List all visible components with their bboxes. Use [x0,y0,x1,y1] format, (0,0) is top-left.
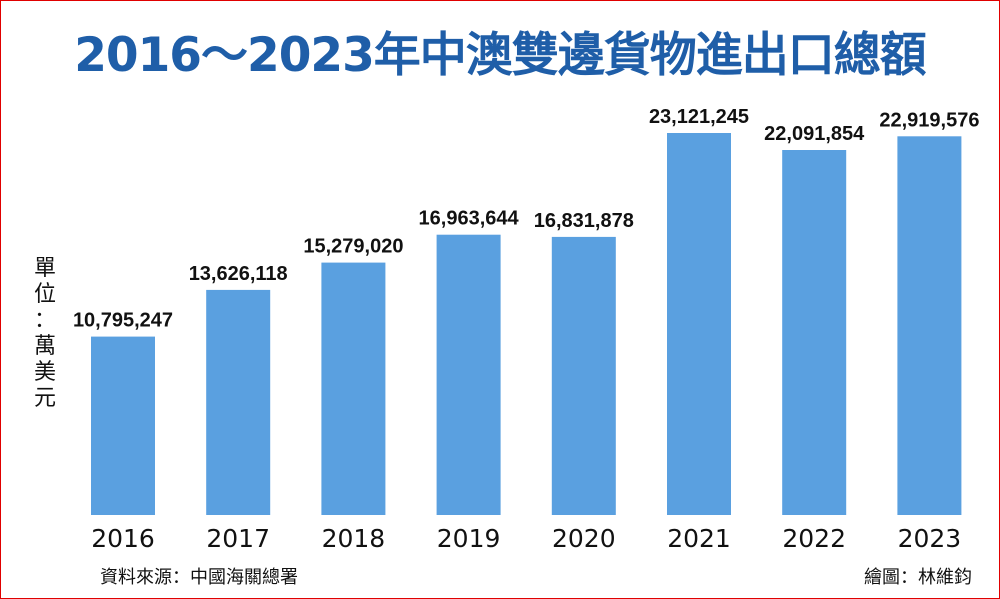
data-label-2019: 16,963,644 [419,208,520,230]
bar-2018 [321,262,386,515]
data-label-2016: 10,795,247 [73,310,173,332]
bar-2023 [897,136,962,516]
x-tick-label-2017: 2017 [206,524,270,553]
chart-title: 2016～2023年中澳雙邊貨物進出口總額 [74,28,927,83]
bar-2019 [436,234,501,515]
unit-char: 美 [33,360,56,385]
x-tick-label-2018: 2018 [322,524,386,553]
source-note: 資料來源：中國海關總署 [100,567,298,588]
data-label-2022: 22,091,854 [764,123,865,145]
x-tick-label-2019: 2019 [437,524,501,553]
x-tick-label-2020: 2020 [552,524,616,553]
x-tick-label-2022: 2022 [782,524,846,553]
bar-2021 [667,133,731,515]
data-label-2023: 22,919,576 [879,109,979,131]
bar-2020 [551,236,616,515]
data-label-2020: 16,831,878 [534,210,634,232]
x-tick-label-2021: 2021 [667,524,731,553]
data-label-2021: 23,121,245 [649,106,749,128]
unit-char: ： [33,308,56,333]
bar-2016 [91,336,155,515]
data-label-2017: 13,626,118 [189,263,288,285]
bar-2017 [206,289,271,515]
unit-char: 單 [33,256,56,281]
x-tick-label-2023: 2023 [898,524,962,553]
credit-note: 繪圖：林維鈞 [864,567,972,588]
unit-char: 位 [33,282,56,307]
bar-2022 [782,150,847,515]
x-tick-label-2016: 2016 [91,524,155,553]
unit-char: 元 [33,386,56,411]
data-label-2018: 15,279,020 [303,236,403,258]
unit-label: 單 位 ： 萬 美 元 [30,256,60,412]
unit-char: 萬 [33,334,56,359]
